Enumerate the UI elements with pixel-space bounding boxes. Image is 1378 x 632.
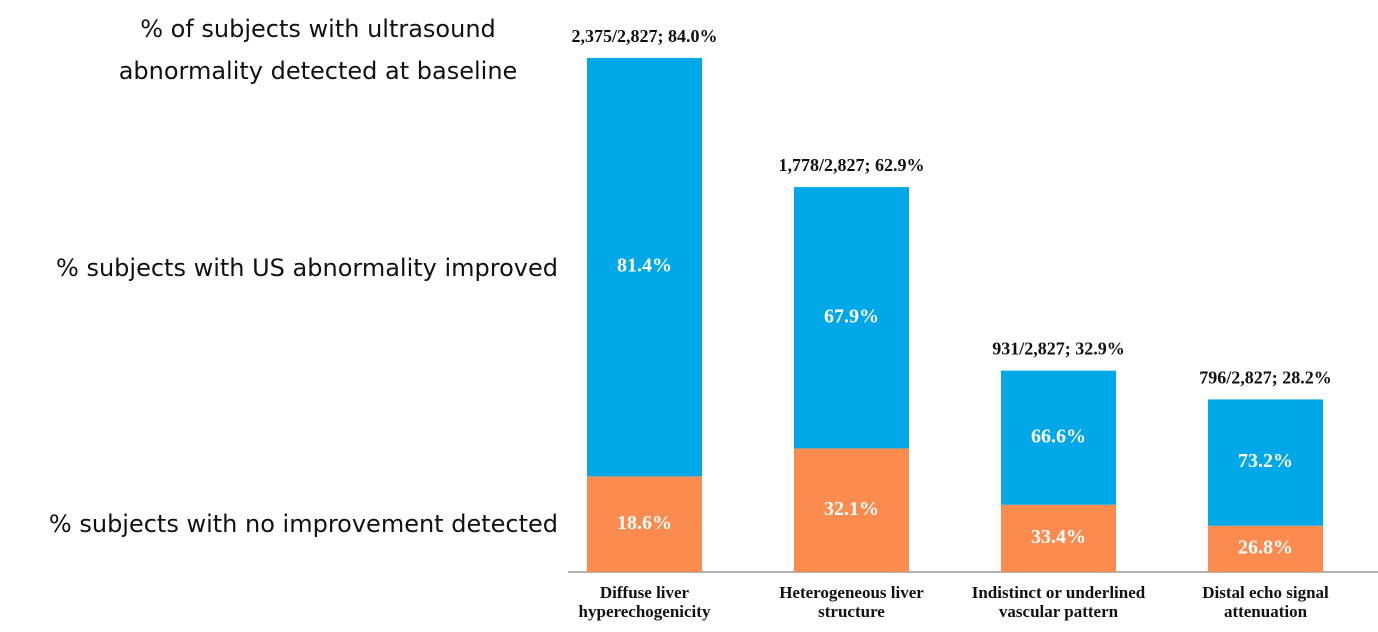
total-label: 796/2,827; 28.2%: [1199, 367, 1332, 387]
bar-segment: [794, 187, 909, 449]
total-label: 2,375/2,827; 84.0%: [572, 26, 718, 46]
data-label: 33.4%: [1031, 526, 1086, 548]
x-tick-label: Distal echo signal attenuation: [1202, 583, 1329, 621]
bar-segment: [587, 57, 702, 477]
legend-label: % subjects with US abnormality improved: [56, 254, 558, 282]
data-label: 32.1%: [824, 498, 879, 520]
total-label: 1,778/2,827; 62.9%: [779, 155, 925, 175]
data-label: 18.6%: [617, 512, 672, 534]
bar-segment: [587, 476, 702, 572]
data-label: 26.8%: [1238, 536, 1293, 558]
bar-segment: [794, 448, 909, 572]
data-label: 73.2%: [1238, 450, 1293, 472]
data-label: 67.9%: [824, 305, 879, 327]
legend-label: % subjects with no improvement detected: [48, 510, 558, 538]
x-tick-label: Heterogeneous liver structure: [779, 583, 924, 621]
bar-segment: [1208, 399, 1323, 526]
data-label: 81.4%: [617, 255, 672, 277]
x-tick-label: Indistinct or underlined vascular patter…: [971, 583, 1146, 621]
bar-segment: [1001, 370, 1116, 505]
bar-segment: [1001, 504, 1116, 572]
x-tick-label: Diffuse liver hyperechogenicity: [578, 583, 711, 621]
total-label: 931/2,827; 32.9%: [992, 339, 1125, 359]
total-label: % of subjects with ultrasound abnormalit…: [118, 15, 518, 85]
data-label: 66.6%: [1031, 425, 1086, 447]
bar-segment: [1208, 525, 1323, 572]
